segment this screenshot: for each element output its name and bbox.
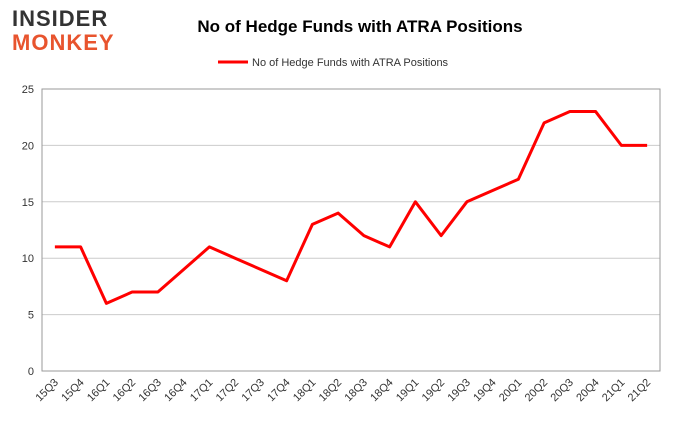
logo-line2: MONKEY [12,30,115,55]
x-tick-label: 18Q2 [317,377,345,405]
x-tick-label: 20Q4 [574,377,602,405]
x-tick-label: 17Q3 [239,377,267,405]
x-tick-label: 17Q1 [188,377,216,405]
y-tick-label: 25 [22,84,34,96]
x-tick-label: 21Q1 [600,377,628,405]
plot-border [41,88,661,372]
x-tick-label: 15Q3 [33,377,61,405]
y-tick-label: 10 [22,253,34,265]
x-tick-label: 19Q4 [471,377,499,405]
legend-label: No of Hedge Funds with ATRA Positions [252,57,449,69]
x-tick-label: 17Q4 [265,377,293,405]
x-tick-label: 20Q2 [523,377,551,405]
y-tick-label: 20 [22,140,34,152]
y-tick-label: 0 [28,366,34,378]
x-tick-label: 18Q4 [368,377,396,405]
x-tick-label: 19Q2 [420,377,448,405]
y-tick-label: 5 [28,310,34,322]
x-tick-label: 20Q1 [497,377,525,405]
x-tick-label: 16Q1 [85,377,113,405]
x-tick-label: 16Q4 [162,377,190,405]
line-series [54,110,648,305]
logo-line1: INSIDER [12,6,108,31]
x-tick-label: 17Q2 [214,377,242,405]
x-tick-label: 18Q3 [342,377,370,405]
chart-title: No of Hedge Funds with ATRA Positions [197,17,522,36]
x-tick-label: 18Q1 [291,377,319,405]
x-tick-label: 21Q2 [626,377,654,405]
y-tick-label: 15 [22,197,34,209]
x-tick-label: 16Q2 [111,377,139,405]
x-tick-label: 19Q3 [445,377,473,405]
x-tick-label: 20Q3 [548,377,576,405]
x-tick-label: 19Q1 [394,377,422,405]
x-tick-label: 15Q4 [59,377,87,405]
x-tick-label: 16Q3 [136,377,164,405]
